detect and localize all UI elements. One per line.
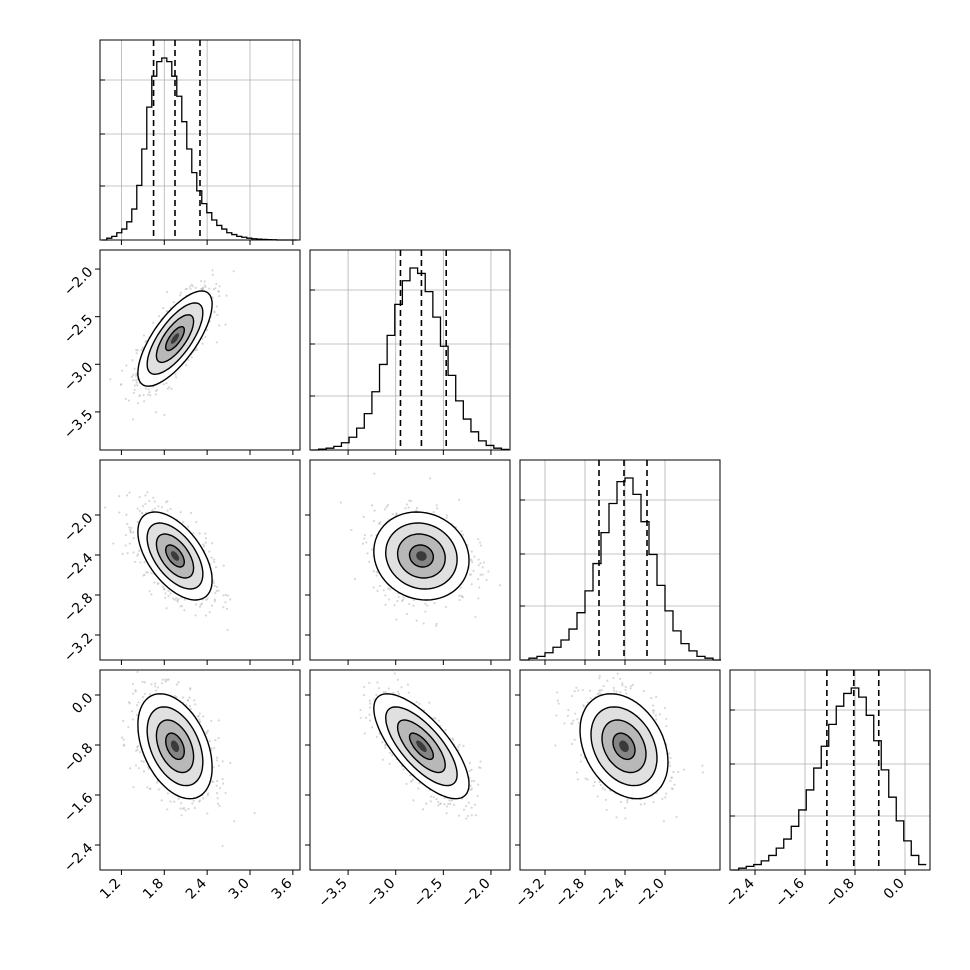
x-tick-label-0-4: 3.6 bbox=[269, 875, 296, 902]
contour-1-0-3 bbox=[165, 326, 185, 352]
contour-3-1-3 bbox=[408, 732, 434, 761]
y-tick-label-3-0: −2.4 bbox=[61, 840, 96, 875]
histogram-panel-3 bbox=[730, 670, 930, 871]
x-tick-label-2-0: −3.2 bbox=[512, 876, 547, 911]
x-tick-label-3-3: 0.0 bbox=[881, 876, 908, 903]
contour-3-0-2 bbox=[155, 719, 195, 774]
scatter-panel-2-1 bbox=[339, 472, 502, 627]
contour-2-1-1 bbox=[384, 522, 458, 590]
y-tick-label-3-2: −0.8 bbox=[61, 740, 96, 775]
panel-content-2-0 bbox=[104, 491, 232, 632]
x-tick-label-0-2: 2.4 bbox=[183, 875, 210, 902]
contour-3-2-2 bbox=[601, 719, 647, 774]
y-tick-label-2-0: −3.2 bbox=[61, 630, 96, 665]
y-tick-label-2-2: −2.4 bbox=[61, 550, 96, 585]
histogram-panel-0 bbox=[100, 40, 300, 241]
x-tick-label-0-0: 1.2 bbox=[97, 876, 124, 903]
density-fill-2-0-4 bbox=[170, 551, 180, 561]
panel-content-1-0 bbox=[109, 269, 235, 421]
panel-frame-3-2 bbox=[519, 669, 721, 871]
x-tick-label-1-3: −2.0 bbox=[458, 876, 493, 911]
contour-3-0-1 bbox=[146, 706, 204, 787]
panel-content-3-0 bbox=[120, 670, 256, 847]
x-tick-label-3-1: −1.6 bbox=[772, 875, 807, 910]
contour-3-0-3 bbox=[164, 732, 186, 761]
contour-3-0-0 bbox=[137, 693, 213, 800]
contour-1-0-0 bbox=[137, 290, 213, 387]
panel-frame-0-0 bbox=[99, 39, 301, 241]
contour-2-1-0 bbox=[373, 511, 470, 601]
contour-3-1-1 bbox=[384, 706, 458, 787]
density-fill-3-2-4 bbox=[619, 740, 629, 752]
contour-2-0-3 bbox=[165, 544, 185, 568]
contour-3-2-1 bbox=[590, 706, 658, 787]
x-tick-label-0-3: 3.0 bbox=[226, 876, 253, 903]
x-tick-label-1-2: −2.5 bbox=[411, 876, 446, 911]
panel-frame-3-1 bbox=[309, 669, 511, 871]
panel-frame-2-0 bbox=[99, 459, 301, 661]
contour-2-0-1 bbox=[146, 522, 204, 590]
contour-2-0-2 bbox=[155, 533, 195, 579]
panel-content-2-1 bbox=[339, 472, 502, 627]
panel-frame-3-0 bbox=[99, 669, 301, 871]
y-tick-label-1-3: −2.0 bbox=[61, 264, 96, 299]
y-tick-label-1-0: −3.5 bbox=[61, 407, 96, 442]
x-tick-label-2-1: −2.8 bbox=[552, 876, 587, 911]
contour-3-1-2 bbox=[396, 719, 446, 774]
scatter-panel-3-2 bbox=[554, 671, 704, 823]
contour-1-0-1 bbox=[146, 302, 204, 376]
contour-3-2-3 bbox=[612, 732, 636, 761]
panel-frame-1-1 bbox=[309, 249, 511, 451]
y-tick-label-2-1: −2.8 bbox=[61, 590, 96, 625]
contour-3-2-0 bbox=[579, 693, 669, 800]
panel-frame-2-2 bbox=[519, 459, 721, 661]
contour-2-0-0 bbox=[137, 511, 213, 601]
histogram-panel-2 bbox=[520, 460, 721, 661]
y-tick-label-3-1: −1.6 bbox=[61, 790, 96, 825]
density-fill-3-1-4 bbox=[416, 740, 427, 752]
x-tick-label-1-1: −3.0 bbox=[363, 876, 398, 911]
scatter-panel-3-1 bbox=[359, 672, 482, 820]
density-fill-2-1-4 bbox=[416, 551, 427, 561]
histogram-step-1 bbox=[310, 267, 510, 451]
panel-content-3-2 bbox=[554, 671, 704, 823]
x-tick-label-0-1: 1.8 bbox=[140, 876, 167, 903]
scatter-panel-1-0 bbox=[109, 269, 235, 421]
histogram-step-0 bbox=[101, 57, 297, 241]
panel-content-3-1 bbox=[359, 672, 482, 820]
x-tick-label-2-2: −2.4 bbox=[592, 875, 627, 910]
scatter-panel-2-0 bbox=[104, 491, 232, 632]
contour-3-1-0 bbox=[373, 693, 470, 800]
density-fill-1-0-4 bbox=[170, 333, 180, 344]
y-tick-label-1-2: −2.5 bbox=[61, 312, 96, 347]
scatter-panel-3-0 bbox=[120, 670, 256, 847]
x-tick-label-2-3: −2.0 bbox=[632, 876, 667, 911]
x-tick-label-1-0: −3.5 bbox=[316, 876, 351, 911]
contour-2-1-2 bbox=[396, 533, 446, 579]
contour-2-1-3 bbox=[408, 544, 434, 568]
histogram-panel-1 bbox=[310, 250, 510, 451]
x-tick-label-3-0: −2.4 bbox=[722, 875, 757, 910]
y-tick-label-3-3: 0.0 bbox=[69, 690, 96, 717]
panel-frame-2-1 bbox=[309, 459, 511, 661]
panel-frame-1-0 bbox=[99, 249, 301, 451]
panel-frame-3-3 bbox=[729, 669, 931, 871]
histogram-step-2 bbox=[521, 477, 721, 661]
y-tick-label-1-1: −3.0 bbox=[61, 359, 96, 394]
histogram-step-3 bbox=[731, 687, 927, 871]
x-tick-label-3-2: −0.8 bbox=[822, 876, 857, 911]
y-tick-label-2-3: −2.0 bbox=[61, 510, 96, 545]
contour-1-0-2 bbox=[155, 314, 195, 364]
density-fill-3-0-4 bbox=[170, 740, 180, 752]
